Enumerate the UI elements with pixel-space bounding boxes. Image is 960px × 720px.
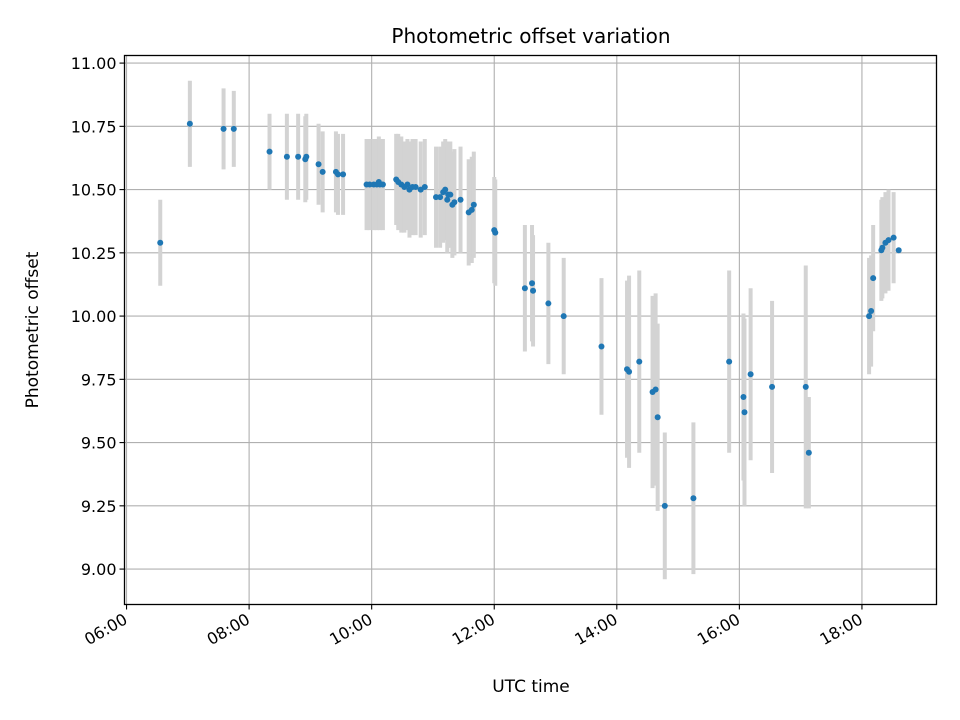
data-point: [879, 244, 886, 251]
x-axis-title: UTC time: [492, 677, 570, 697]
data-point: [157, 239, 164, 246]
data-point: [598, 343, 605, 350]
y-tick-label: 10.75: [71, 117, 117, 136]
data-points: [157, 120, 902, 509]
data-point: [769, 383, 776, 390]
data-point: [866, 313, 873, 320]
data-point: [741, 409, 748, 416]
data-point: [295, 153, 302, 160]
data-point: [319, 168, 326, 175]
data-point: [457, 196, 464, 203]
data-point: [560, 313, 567, 320]
data-point: [747, 371, 754, 378]
y-tick-label: 9.50: [81, 434, 117, 453]
data-point: [895, 247, 902, 254]
data-point: [266, 148, 273, 155]
plot-frame: [123, 54, 938, 606]
data-point: [334, 171, 341, 178]
y-tick-label: 11.00: [71, 54, 117, 73]
y-tick-label: 10.00: [71, 307, 117, 326]
data-point: [444, 196, 451, 203]
data-point: [885, 237, 892, 244]
data-point: [340, 171, 347, 178]
data-point: [726, 358, 733, 365]
data-point: [421, 184, 428, 191]
data-point: [404, 181, 411, 188]
data-point: [220, 125, 227, 132]
y-tick-label: 10.50: [71, 181, 117, 200]
data-point: [470, 201, 477, 208]
data-point: [890, 234, 897, 241]
data-point: [661, 502, 668, 509]
data-point: [379, 181, 386, 188]
data-point: [802, 383, 809, 390]
data-point: [529, 280, 536, 287]
data-point: [654, 414, 661, 421]
data-point: [447, 191, 454, 198]
data-point: [626, 368, 633, 375]
data-point: [303, 153, 310, 160]
data-point: [451, 199, 458, 206]
data-point: [545, 300, 552, 307]
data-point: [283, 153, 290, 160]
data-point: [492, 229, 499, 236]
data-point: [468, 206, 475, 213]
data-point: [442, 186, 449, 193]
data-point: [186, 120, 193, 127]
chart-title: Photometric offset variation: [391, 24, 670, 48]
y-tick-label: 10.25: [71, 244, 117, 263]
data-point: [636, 358, 643, 365]
y-tick-label: 9.75: [81, 370, 117, 389]
data-point: [315, 161, 322, 168]
y-axis: 9.00 9.25 9.50 9.75 10.00 10.25 10.50 10.75 11.0…: [71, 54, 125, 579]
data-point: [521, 285, 528, 292]
data-point: [412, 184, 419, 191]
y-tick-label: 9.00: [81, 560, 117, 579]
data-point: [868, 308, 875, 315]
data-point: [530, 287, 537, 294]
data-point: [805, 449, 812, 456]
y-axis-title: Photometric offset: [23, 251, 43, 408]
data-point: [740, 394, 747, 401]
data-point: [437, 194, 444, 201]
data-point: [870, 275, 877, 282]
data-point: [690, 495, 697, 502]
data-point: [652, 386, 659, 393]
data-point: [230, 125, 237, 132]
y-tick-label: 9.25: [81, 497, 117, 516]
